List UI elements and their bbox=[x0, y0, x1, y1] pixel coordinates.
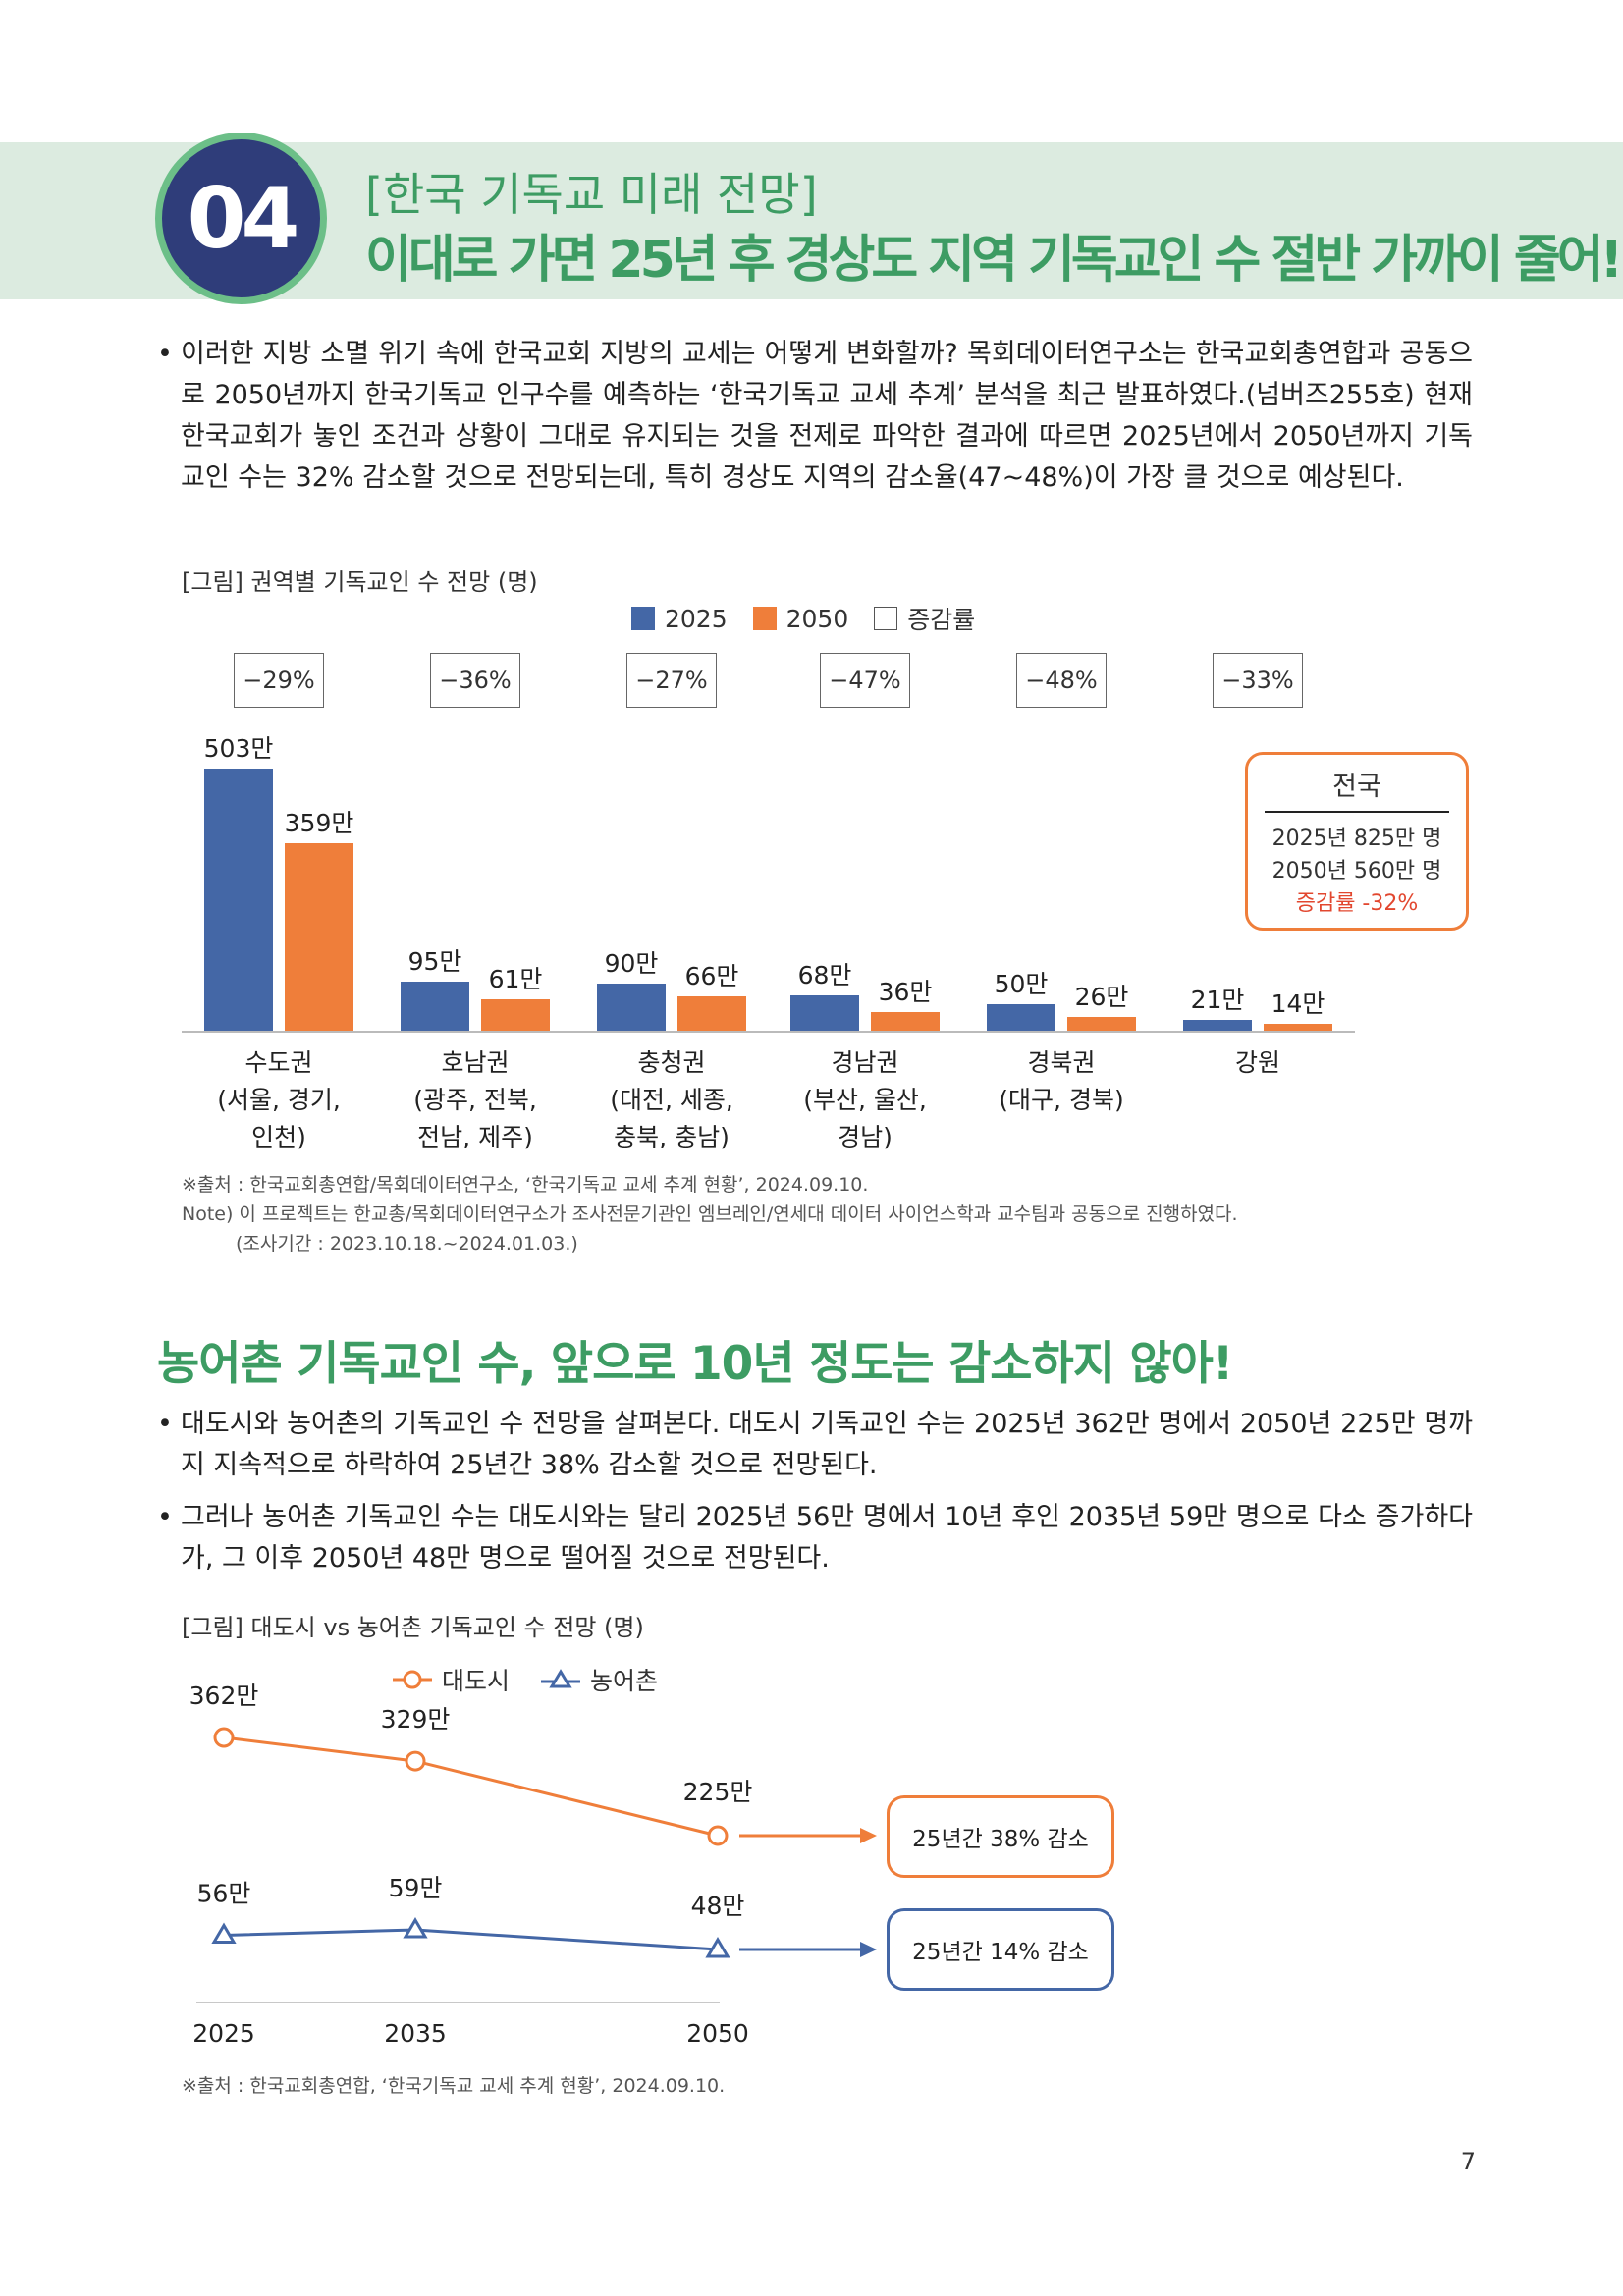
national-2025: 2025년 825만 명 bbox=[1271, 827, 1442, 851]
bar-gangwon-2050 bbox=[1264, 1023, 1332, 1031]
section-number-badge: 04 bbox=[155, 133, 327, 304]
figure2-caption: [그림] 대도시 vs 농어촌 기독교인 수 전망 (명) bbox=[182, 1614, 644, 1641]
intro-paragraph: • 이러한 지방 소멸 위기 속에 한국교회 지방의 교세는 어떻게 변화할까?… bbox=[157, 334, 1473, 499]
figure2-source: ※출처 : 한국교회총연합, ‘한국기독교 교세 추계 현황’, 2024.09… bbox=[182, 2075, 726, 2097]
x-tick-label-2025: 2025 bbox=[192, 2019, 255, 2048]
bar-gangwon-2025 bbox=[1183, 1019, 1252, 1031]
category-label-chungcheong: 충청권 (대전, 세종, 충북, 충남) bbox=[610, 1048, 733, 1151]
category-label-honam: 호남권 (광주, 전북, 전남, 제주) bbox=[413, 1048, 537, 1151]
bar-honam-2050 bbox=[481, 998, 550, 1031]
value-label-gyeongnam-2025: 68만 bbox=[797, 960, 852, 989]
legend-swatch-change bbox=[874, 607, 898, 630]
value-label-gyeongbuk-2050: 26만 bbox=[1074, 983, 1129, 1012]
point-rural-2025 bbox=[211, 1922, 237, 1944]
x-tick-label-2035: 2035 bbox=[384, 2019, 447, 2048]
point-city-2050 bbox=[707, 1825, 729, 1846]
series-line-rural bbox=[223, 1928, 719, 1951]
national-change-rate: 증감률 -32% bbox=[1295, 891, 1419, 916]
section2-text-2: 그러나 농어촌 기독교인 수는 대도시와는 달리 2025년 56만 명에서 1… bbox=[181, 1502, 1473, 1574]
value-label-city-2025: 362만 bbox=[189, 1682, 259, 1710]
section2-text-1: 대도시와 농어촌의 기독교인 수 전망을 살펴본다. 대도시 기독교인 수는 2… bbox=[181, 1409, 1473, 1480]
callout-arrowhead-rural bbox=[860, 1942, 877, 1957]
category-label-sudo: 수도권 (서울, 경기, 인천) bbox=[217, 1048, 341, 1151]
figure1-legend: 2025 2050 증감률 bbox=[631, 601, 975, 636]
point-rural-2050 bbox=[705, 1937, 730, 1958]
bar-gyeongnam-2025 bbox=[790, 994, 859, 1031]
value-label-rural-2035: 59만 bbox=[389, 1874, 443, 1902]
bar-chungcheong-2025 bbox=[597, 984, 666, 1031]
point-city-2035 bbox=[405, 1750, 426, 1772]
bar-sudo-2050 bbox=[285, 843, 353, 1031]
header-kicker: [한국 기독교 미래 전망] bbox=[365, 168, 818, 221]
change-label-gangwon: −33% bbox=[1213, 653, 1303, 708]
legend-swatch-2025 bbox=[631, 607, 655, 630]
value-label-honam-2050: 61만 bbox=[488, 964, 543, 993]
change-label-gyeongnam: −47% bbox=[820, 653, 910, 708]
value-label-city-2050: 225만 bbox=[683, 1778, 753, 1806]
value-label-rural-2025: 56만 bbox=[197, 1879, 251, 1907]
bar-gyeongbuk-2025 bbox=[987, 1004, 1055, 1031]
value-label-gangwon-2050: 14만 bbox=[1271, 988, 1325, 1018]
bar-gyeongnam-2050 bbox=[871, 1011, 940, 1031]
value-label-sudo-2025: 503만 bbox=[203, 734, 274, 763]
legend-label-change: 증감률 bbox=[907, 606, 976, 634]
bar-chungcheong-2050 bbox=[677, 995, 746, 1031]
national-title: 전국 bbox=[1332, 772, 1381, 802]
national-2050: 2050년 560만 명 bbox=[1271, 859, 1442, 883]
bullet: • bbox=[157, 1502, 173, 1532]
bullet: • bbox=[157, 339, 173, 369]
change-label-gyeongbuk: −48% bbox=[1016, 653, 1107, 708]
figure1-period: (조사기간 : 2023.10.18.~2024.01.03.) bbox=[236, 1233, 578, 1255]
callout-rural: 25년간 14% 감소 bbox=[887, 1908, 1114, 1991]
category-label-gyeongbuk: 경북권 (대구, 경북) bbox=[999, 1048, 1124, 1114]
value-label-gyeongbuk-2025: 50만 bbox=[994, 970, 1049, 999]
legend-label-2025: 2025 bbox=[665, 604, 728, 633]
bar-gyeongbuk-2050 bbox=[1067, 1017, 1136, 1031]
value-label-city-2035: 329만 bbox=[381, 1705, 451, 1734]
value-label-honam-2025: 95만 bbox=[407, 946, 462, 976]
value-label-sudo-2050: 359만 bbox=[284, 809, 354, 838]
callout-arrowhead-city bbox=[860, 1828, 877, 1843]
figure1-note: Note) 이 프로젝트는 한교총/목회데이터연구소가 조사전문기관인 엠브레인… bbox=[182, 1203, 1238, 1225]
bar-sudo-2025 bbox=[204, 769, 273, 1031]
national-summary-box: 전국 2025년 825만 명 2050년 560만 명 증감률 -32% bbox=[1245, 752, 1469, 931]
section2-title: 농어촌 기독교인 수, 앞으로 10년 정도는 감소하지 않아! bbox=[157, 1337, 1233, 1391]
legend-marker-rural bbox=[541, 1669, 581, 1688]
national-divider bbox=[1265, 811, 1449, 813]
bar-honam-2025 bbox=[401, 981, 469, 1031]
page-number: 7 bbox=[1460, 2148, 1476, 2175]
figure1-source: ※출처 : 한국교회총연합/목회데이터연구소, ‘한국기독교 교세 추계 현황’… bbox=[182, 1174, 869, 1196]
x-axis-line bbox=[182, 1031, 1355, 1033]
legend-label-city: 대도시 bbox=[442, 1667, 511, 1695]
legend-marker-city bbox=[393, 1670, 432, 1689]
value-label-gyeongnam-2050: 36만 bbox=[878, 977, 933, 1006]
intro-text: 이러한 지방 소멸 위기 속에 한국교회 지방의 교세는 어떻게 변화할까? 목… bbox=[181, 339, 1473, 493]
value-label-gangwon-2025: 21만 bbox=[1190, 985, 1245, 1014]
point-city-2025 bbox=[213, 1727, 235, 1748]
x-tick-label-2050: 2050 bbox=[686, 2019, 749, 2048]
change-label-chungcheong: −27% bbox=[626, 653, 717, 708]
point-rural-2035 bbox=[403, 1917, 428, 1939]
section2-bullet-1: • 대도시와 농어촌의 기독교인 수 전망을 살펴본다. 대도시 기독교인 수는… bbox=[157, 1404, 1473, 1486]
series-line-city bbox=[223, 1735, 719, 1838]
legend-label-2050: 2050 bbox=[785, 604, 849, 633]
value-label-chungcheong-2025: 90만 bbox=[604, 949, 659, 979]
page-title: 이대로 가면 25년 후 경상도 지역 기독교인 수 절반 가까이 줄어! bbox=[365, 231, 1623, 290]
legend-swatch-2050 bbox=[752, 607, 777, 630]
bullet: • bbox=[157, 1409, 173, 1439]
change-label-sudo: −29% bbox=[234, 653, 324, 708]
value-label-rural-2050: 48만 bbox=[691, 1892, 745, 1920]
category-label-gyeongnam: 경남권 (부산, 울산, 경남) bbox=[803, 1048, 927, 1151]
category-label-gangwon: 강원 bbox=[1234, 1048, 1280, 1077]
value-label-chungcheong-2050: 66만 bbox=[684, 961, 739, 990]
section2-bullet-2: • 그러나 농어촌 기독교인 수는 대도시와는 달리 2025년 56만 명에서… bbox=[157, 1497, 1473, 1579]
change-label-honam: −36% bbox=[430, 653, 520, 708]
figure2-legend: 대도시 농어촌 bbox=[393, 1662, 658, 1697]
figure1-caption: [그림] 권역별 기독교인 수 전망 (명) bbox=[182, 568, 538, 596]
callout-city: 25년간 38% 감소 bbox=[887, 1795, 1114, 1878]
legend-label-rural: 농어촌 bbox=[590, 1667, 659, 1695]
